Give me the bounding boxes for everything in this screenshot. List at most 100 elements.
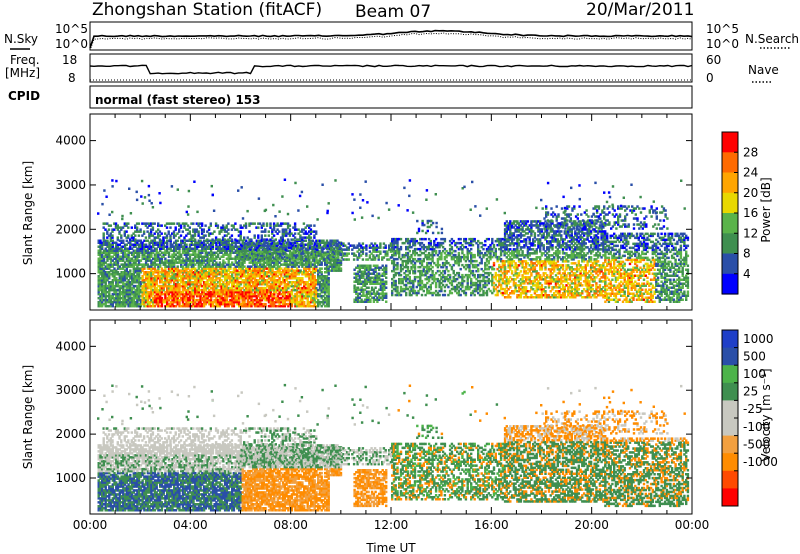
power-cell — [142, 230, 146, 233]
power-cell — [234, 261, 237, 264]
power-cell — [304, 296, 308, 300]
power-cell — [209, 281, 213, 284]
power-cell — [159, 298, 162, 302]
power-cell — [206, 275, 209, 278]
power-cell — [159, 275, 162, 278]
power-cell — [310, 288, 313, 292]
power-cell — [223, 267, 227, 270]
power-cell — [164, 249, 167, 252]
power-cell — [299, 302, 302, 306]
power-cell — [113, 247, 116, 250]
power-cell — [234, 273, 237, 276]
power-cell — [141, 275, 144, 278]
power-cell — [166, 304, 169, 308]
power-cell — [102, 273, 106, 276]
power-cell — [171, 286, 174, 290]
power-cell — [183, 304, 186, 308]
power-cell — [262, 277, 265, 280]
power-cell — [290, 290, 294, 294]
power-cell — [320, 267, 323, 270]
power-cell — [148, 281, 151, 284]
power-cell — [101, 300, 104, 304]
power-cell — [318, 261, 322, 264]
power-cell — [209, 267, 213, 270]
power-cell — [201, 243, 204, 246]
power-cell — [136, 267, 139, 270]
power-cell — [181, 245, 185, 248]
power-cell — [129, 269, 132, 272]
power-cell — [288, 224, 292, 227]
power-cell — [99, 283, 102, 286]
power-cell — [111, 255, 114, 258]
power-cell — [176, 245, 179, 248]
power-cell — [148, 284, 151, 288]
power-cell — [148, 300, 151, 304]
power-cell — [252, 284, 255, 288]
power-cell — [320, 294, 323, 298]
power-cell — [283, 271, 286, 274]
power-cell — [215, 292, 218, 296]
power-cell — [276, 292, 279, 296]
power-cell — [229, 300, 232, 304]
power-cell — [278, 230, 281, 233]
power-cell — [271, 304, 274, 308]
power-cell — [234, 267, 237, 270]
power-cell — [218, 238, 221, 241]
power-cell — [195, 241, 199, 244]
power-cell — [104, 265, 107, 268]
power-cell — [260, 279, 264, 282]
power-cell — [259, 290, 262, 294]
power-cell — [136, 263, 139, 266]
noise-right-y-top: 10^5 — [706, 22, 739, 36]
power-cell — [223, 251, 227, 254]
power-cell — [238, 300, 241, 304]
power-cell — [315, 294, 318, 298]
power-cell — [232, 281, 236, 284]
power-cell — [339, 267, 343, 270]
power-cell — [116, 271, 120, 274]
power-cell — [324, 283, 327, 286]
power-cell — [160, 304, 164, 308]
power-cell — [125, 290, 128, 294]
power-cell — [152, 257, 155, 260]
power-cell — [259, 283, 262, 286]
power-cell — [229, 253, 232, 256]
power-cell — [134, 255, 137, 258]
power-cell — [199, 269, 202, 272]
power-cell — [111, 269, 114, 272]
power-cell — [194, 290, 197, 294]
power-cell — [220, 273, 223, 276]
power-cell — [122, 263, 125, 266]
power-cell — [180, 290, 183, 294]
power-cell — [144, 286, 148, 290]
power-cell — [101, 283, 104, 286]
power-cell — [143, 243, 146, 246]
power-cell — [109, 224, 112, 227]
power-cell — [146, 300, 150, 304]
power-cell — [229, 267, 232, 270]
power-cell — [108, 281, 111, 284]
power-cell — [232, 284, 236, 288]
power-cell — [264, 294, 267, 298]
power-cell — [253, 271, 257, 274]
power-cell — [139, 300, 143, 304]
power-cell — [227, 263, 230, 266]
power-cell — [231, 292, 234, 296]
power-cell — [218, 284, 222, 288]
power-cell — [137, 284, 141, 288]
power-cell — [141, 294, 144, 298]
power-cell — [293, 232, 297, 235]
power-cell — [164, 245, 167, 248]
power-cell — [306, 271, 309, 274]
power-cell — [197, 304, 200, 308]
power-cell — [269, 265, 272, 268]
power-cell — [157, 290, 160, 294]
power-cell — [287, 290, 290, 294]
power-cell — [171, 271, 174, 274]
power-cell — [257, 269, 260, 272]
power-cell — [160, 279, 164, 282]
power-cell — [315, 257, 318, 260]
power-cell — [232, 304, 236, 308]
power-cell — [204, 255, 207, 258]
power-cell — [144, 300, 148, 304]
